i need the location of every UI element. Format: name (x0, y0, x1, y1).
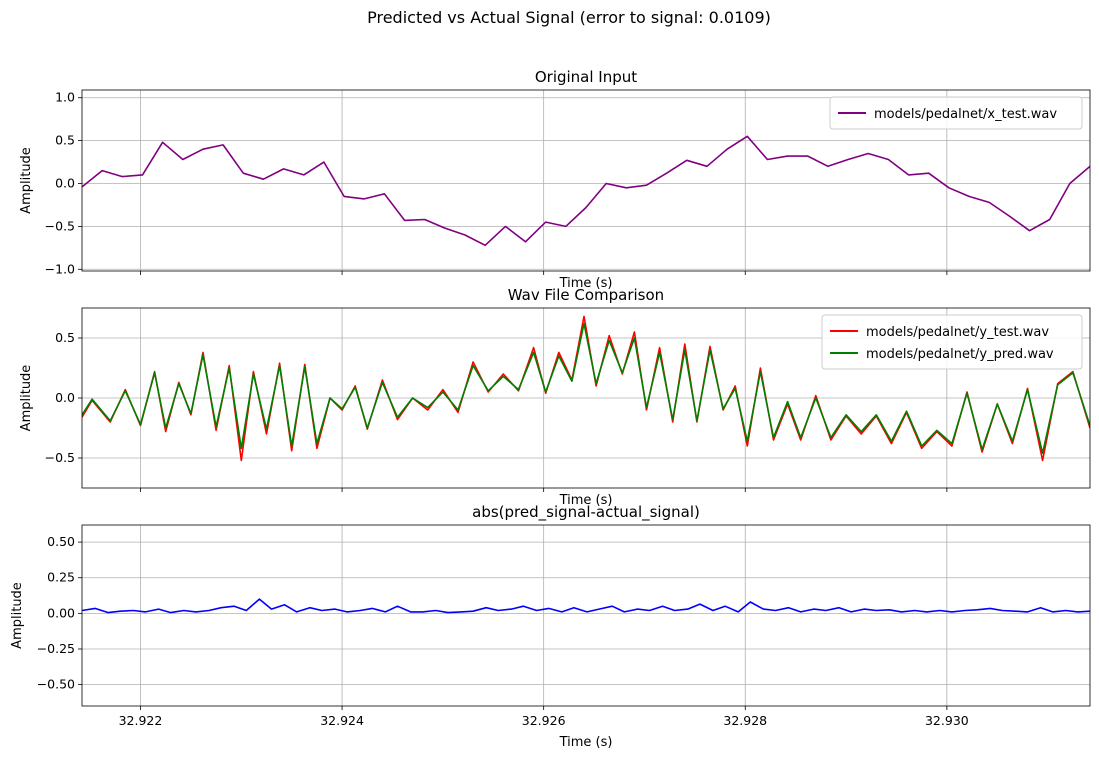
subplot-3: −0.50 −0.25 0.00 0.25 0.50 32.922 32.924 32.926… (10, 503, 1091, 750)
subplot-1-ytick-label-3: 0.5 (55, 133, 75, 148)
subplot-3-xtick-label-1: 32.924 (320, 713, 364, 728)
subplot-3-xtick-label-0: 32.922 (119, 713, 163, 728)
subplot-3-ylabel: Amplitude (10, 582, 25, 649)
subplot-3-ytick-label-0: −0.50 (37, 677, 75, 692)
subplot-3-series-line-1 (82, 598, 1090, 614)
subplot-1-ytick-label-1: −0.5 (45, 218, 75, 233)
subplot-1-legend-label-1: models/pedalnet/x_test.wav (874, 107, 1057, 122)
subplot-2: −0.5 0.0 0.5 Wav File Comparison Time (s) Amp… (19, 286, 1091, 508)
subplot-3-xtick-label-3: 32.928 (723, 713, 767, 728)
subplot-1-series-line-1 (82, 135, 1090, 247)
subplot-2-legend-box (821, 314, 1083, 370)
subplots: −1.0 −0.5 0.0 0.5 1.0 Original Input Time (s) A… (10, 68, 1091, 750)
subplot-2-series-line-2 (82, 322, 1090, 455)
subplot-3-xlabel: Time (s) (559, 735, 613, 750)
subplot-1-legend-box (829, 96, 1083, 130)
subplot-3-ytick-label-1: −0.25 (37, 641, 75, 656)
subplot-3-ytick-label-4: 0.50 (47, 534, 75, 549)
subplot-2-xlabel: Time (s) (559, 493, 613, 508)
subplot-1-legend: models/pedalnet/x_test.wav (829, 96, 1083, 130)
subplot-3-xtick-label-4: 32.930 (925, 713, 969, 728)
subplot-2-ylabel: Amplitude (19, 365, 34, 432)
subplot-1-frame (81, 89, 1091, 272)
subplot-1-ytick-label-0: −1.0 (45, 261, 75, 276)
subplot-2-ytick-label-1: 0.0 (55, 390, 75, 405)
subplot-2-title: Wav File Comparison (508, 286, 664, 304)
subplot-1-ytick-label-4: 1.0 (55, 90, 75, 105)
subplot-3-plot-area (82, 525, 1090, 706)
subplot-1-ylabel: Amplitude (19, 147, 34, 214)
figure-suptitle: Predicted vs Actual Signal (error to sig… (367, 8, 771, 27)
subplot-1: −1.0 −0.5 0.0 0.5 1.0 Original Input Time (s) A… (19, 68, 1091, 291)
subplot-2-legend: models/pedalnet/y_test.wav models/pedalne… (821, 314, 1083, 370)
subplot-2-legend-label-2: models/pedalnet/y_pred.wav (866, 347, 1054, 362)
subplot-3-frame (81, 524, 1091, 707)
subplot-3-ytick-label-2: 0.00 (47, 605, 75, 620)
subplot-2-ytick-label-0: −0.5 (45, 450, 75, 465)
subplot-3-title: abs(pred_signal-actual_signal) (472, 503, 700, 522)
subplot-1-xlabel: Time (s) (559, 276, 613, 291)
subplot-1-ytick-label-2: 0.0 (55, 176, 75, 191)
subplot-2-legend-label-1: models/pedalnet/y_test.wav (866, 325, 1049, 340)
subplot-3-ytick-label-3: 0.25 (47, 570, 75, 585)
subplot-3-xtick-label-2: 32.926 (522, 713, 566, 728)
subplot-1-title: Original Input (535, 68, 637, 86)
subplot-2-ytick-label-2: 0.5 (55, 330, 75, 345)
